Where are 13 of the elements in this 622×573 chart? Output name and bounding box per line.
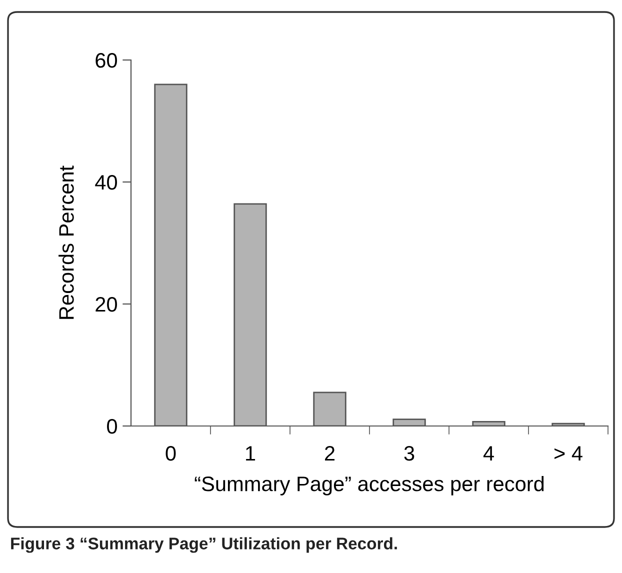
x-tick-label: 4 [483,446,494,461]
y-axis-title: Records Percent [58,166,74,319]
x-tick-label: > 4 [554,446,582,461]
caption: Figure 3 “Summary Page” Utilization per Record. [11,537,397,553]
x-tick-label: 3 [404,446,414,461]
x-axis-title: “Summary Page” accesses per record [194,476,544,496]
y-tick-label: 60 [96,53,117,68]
y-tick-label: 40 [95,175,117,190]
y-tick-label: 20 [96,297,117,312]
x-tick-label: 0 [166,446,176,461]
x-tick-label: 2 [325,446,334,461]
x-tick-label: 1 [246,446,256,461]
y-tick-label: 0 [107,419,117,434]
